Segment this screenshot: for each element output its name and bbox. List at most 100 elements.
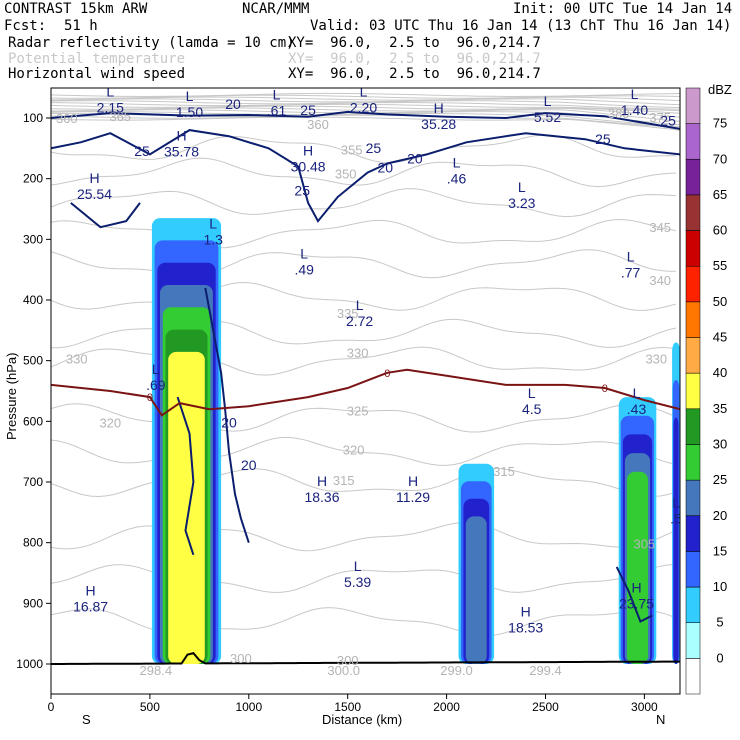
wind-contour-label: 25 xyxy=(660,112,676,128)
y-tick-label: 300 xyxy=(23,232,43,246)
extremum-type: H xyxy=(86,582,96,598)
colorbar-level-label: 10 xyxy=(713,579,727,594)
theta-contour-line xyxy=(51,188,677,218)
wind-min-marker: L.5 xyxy=(670,494,680,526)
axes: 0 500 1000 1500 2000 2500 30001002003004005006… xyxy=(16,111,658,714)
extremum-type: H xyxy=(521,604,531,620)
colorbar-swatch xyxy=(685,123,701,160)
extremum-type: H xyxy=(434,100,444,116)
wind-contour-label: 25 xyxy=(366,140,382,156)
extremum-type: L xyxy=(186,88,194,104)
wind-speed-contour xyxy=(51,129,680,223)
extremum-value: 2.20 xyxy=(350,100,377,116)
wind-max-marker: H11.29 xyxy=(396,473,430,505)
theta-contour-line xyxy=(51,114,680,129)
theta-bottom-label: 299.0 xyxy=(440,663,473,678)
extremum-type: L xyxy=(672,494,680,510)
colorbar-swatch xyxy=(685,301,701,338)
colorbar-swatch xyxy=(685,87,701,124)
y-tick-label: 400 xyxy=(23,293,43,307)
freezing-level-label: 0 xyxy=(147,392,153,404)
colorbar-level-label: 35 xyxy=(713,401,727,416)
extremum-value: 35.28 xyxy=(421,116,456,132)
wind-contour-label: 25 xyxy=(595,131,611,147)
colorbar-swatch xyxy=(685,658,701,695)
extremum-type: L xyxy=(356,297,364,313)
colorbar-level-label: 0 xyxy=(716,650,723,665)
colorbar-swatch xyxy=(685,444,701,481)
extremum-value: 18.36 xyxy=(304,489,339,505)
theta-label: 305 xyxy=(634,537,656,552)
colorbar-swatch xyxy=(685,515,701,552)
theta-contour-line xyxy=(51,249,677,279)
wind-speed-contour xyxy=(70,202,141,229)
wind-min-marker: L1.40 xyxy=(621,86,648,118)
freezing-level-label: 0 xyxy=(602,383,608,395)
wind-min-marker: L5.52 xyxy=(534,93,561,125)
extremum-value: 5.39 xyxy=(344,574,371,590)
right-end-label: N xyxy=(656,712,665,727)
wind-min-marker: L2.20 xyxy=(350,84,377,116)
extremum-type: L xyxy=(518,179,526,195)
reflectivity-cell xyxy=(458,463,495,664)
colorbar-swatch xyxy=(685,194,701,231)
colorbar: 0 5 10 15 20 25 30 35 40 45 50 55 60 65 70 75 xyxy=(685,87,727,695)
theta-contour-line xyxy=(51,103,680,112)
reflectivity-band-15dbz xyxy=(673,417,679,664)
y-tick-label: 200 xyxy=(23,172,43,186)
extremum-value: .77 xyxy=(621,265,641,281)
field-theta-name: Potential temperature xyxy=(8,51,186,67)
wind-max-marker: H25.54 xyxy=(77,170,112,202)
colorbar-swatch xyxy=(685,551,701,588)
theta-contour-line xyxy=(51,116,680,131)
wind-min-marker: L.69 xyxy=(146,361,166,393)
theta-label: 330 xyxy=(347,346,369,361)
reflectivity-cell xyxy=(618,397,657,664)
wind-contour-label: 20 xyxy=(221,414,237,430)
extremum-type: L xyxy=(633,385,641,401)
wind-speed-contour xyxy=(615,566,653,623)
colorbar-level-label: 55 xyxy=(713,258,727,273)
field-reflectivity-xy: XY= 96.0, 2.5 to 96.0,214.7 xyxy=(288,35,541,51)
colorbar-level-label: 75 xyxy=(713,116,727,131)
extremum-type: L xyxy=(453,155,461,171)
org-label: NCAR/MMM xyxy=(242,1,310,17)
theta-label: 320 xyxy=(99,415,121,430)
wind-min-marker: L1.3 xyxy=(203,215,223,247)
wind-contour-label: 25 xyxy=(134,143,150,159)
colorbar-swatch xyxy=(685,230,701,267)
x-tick-label: 500 xyxy=(140,700,160,714)
extremum-type: L xyxy=(360,84,368,100)
extremum-type: L xyxy=(631,86,639,102)
extremum-value: .43 xyxy=(627,401,647,417)
extremum-type: L xyxy=(273,87,281,103)
theta-label: 365 xyxy=(109,109,131,124)
extremum-type: L xyxy=(152,361,160,377)
wind-min-marker: L5.39 xyxy=(344,558,371,590)
y-tick-label: 700 xyxy=(23,475,43,489)
x-tick-label: 0 xyxy=(48,700,55,714)
theta-bottom-label: 300.0 xyxy=(327,663,360,678)
wind-max-marker: H35.78 xyxy=(164,127,199,159)
theta-contour-line xyxy=(51,101,680,110)
fcst-label: Fcst: xyxy=(4,18,47,34)
wind-max-marker: H16.87 xyxy=(73,582,108,614)
extremum-type: L xyxy=(106,84,114,100)
x-tick-label: 1000 xyxy=(235,700,262,714)
plot-area: 0 0 0 365 360 360 380 375 355 350 345 340 335 330 330 3… xyxy=(51,84,680,678)
valid-time: Valid: 03 UTC Thu 16 Jan 14 (13 ChT Thu … xyxy=(310,18,732,34)
wind-contour-label: 25 xyxy=(294,183,310,199)
reflectivity-band-35dbz xyxy=(168,351,205,664)
theta-contour-line xyxy=(51,218,677,249)
colorbar-level-label: 70 xyxy=(713,151,727,166)
y-tick-label: 100 xyxy=(23,111,43,125)
theta-label: 360 xyxy=(56,111,78,126)
extremum-value: 25.54 xyxy=(77,186,112,202)
extremum-value: 2.72 xyxy=(346,313,373,329)
plot-frame xyxy=(50,87,681,695)
fcst-value: 51 h xyxy=(64,18,98,34)
theta-label: 330 xyxy=(66,352,88,367)
extremum-type: L xyxy=(528,385,536,401)
reflectivity-band-20dbz xyxy=(465,516,487,664)
